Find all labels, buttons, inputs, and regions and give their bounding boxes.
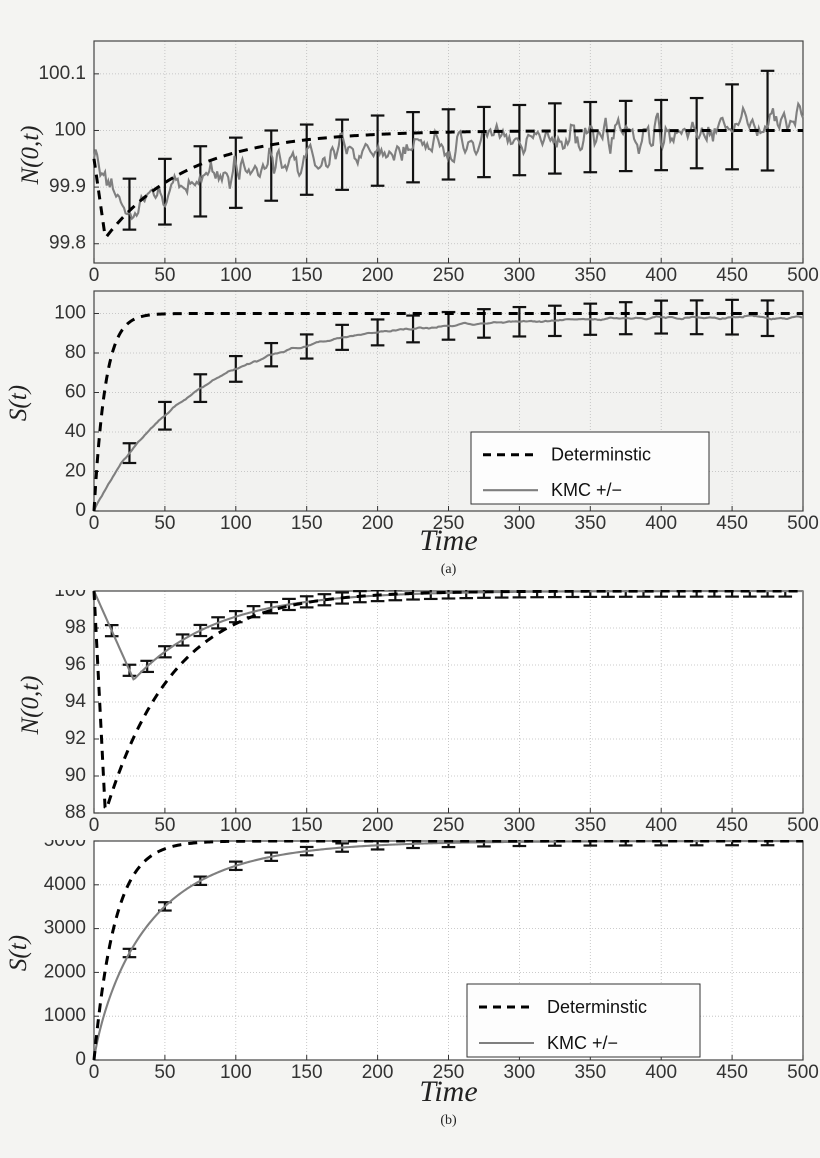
- svg-text:80: 80: [65, 342, 86, 363]
- svg-text:60: 60: [65, 382, 86, 403]
- svg-text:99.8: 99.8: [49, 233, 86, 254]
- svg-text:50: 50: [154, 265, 175, 286]
- svg-text:450: 450: [716, 815, 748, 836]
- svg-text:500: 500: [787, 265, 819, 286]
- svg-text:94: 94: [65, 691, 87, 712]
- svg-text:200: 200: [362, 265, 394, 286]
- svg-text:100.1: 100.1: [38, 63, 86, 84]
- svg-text:300: 300: [504, 815, 536, 836]
- svg-text:90: 90: [65, 765, 86, 786]
- svg-text:4000: 4000: [44, 874, 86, 895]
- svg-text:350: 350: [574, 815, 606, 836]
- svg-text:96: 96: [65, 654, 86, 675]
- svg-text:3000: 3000: [44, 918, 86, 939]
- svg-text:92: 92: [65, 728, 86, 749]
- svg-text:0: 0: [75, 1049, 86, 1070]
- svg-text:0: 0: [75, 500, 86, 521]
- svg-text:KMC +/−: KMC +/−: [547, 1033, 618, 1053]
- svg-text:100: 100: [220, 265, 252, 286]
- svg-text:88: 88: [65, 802, 86, 823]
- svg-text:500: 500: [787, 815, 819, 836]
- svg-text:300: 300: [504, 265, 536, 286]
- svg-text:1000: 1000: [44, 1005, 86, 1026]
- svg-text:450: 450: [716, 265, 748, 286]
- svg-text:50: 50: [154, 815, 175, 836]
- svg-text:0: 0: [89, 265, 100, 286]
- svg-text:20: 20: [65, 461, 86, 482]
- svg-text:5000: 5000: [44, 840, 86, 851]
- svg-text:250: 250: [433, 815, 465, 836]
- svg-text:40: 40: [65, 421, 86, 442]
- svg-text:350: 350: [574, 265, 606, 286]
- svg-text:100: 100: [220, 815, 252, 836]
- svg-text:400: 400: [645, 265, 677, 286]
- svg-text:99.9: 99.9: [49, 176, 86, 197]
- svg-text:100: 100: [54, 590, 86, 601]
- svg-text:KMC +/−: KMC +/−: [551, 480, 622, 500]
- svg-text:100: 100: [54, 119, 86, 140]
- svg-text:2000: 2000: [44, 961, 86, 982]
- svg-text:150: 150: [291, 265, 323, 286]
- svg-text:250: 250: [433, 265, 465, 286]
- svg-text:Determinstic: Determinstic: [547, 997, 647, 1017]
- svg-text:200: 200: [362, 815, 394, 836]
- svg-text:100: 100: [54, 303, 86, 324]
- svg-text:98: 98: [65, 617, 86, 638]
- svg-text:150: 150: [291, 815, 323, 836]
- svg-text:0: 0: [89, 815, 100, 836]
- svg-text:400: 400: [645, 815, 677, 836]
- svg-text:Determinstic: Determinstic: [551, 445, 651, 465]
